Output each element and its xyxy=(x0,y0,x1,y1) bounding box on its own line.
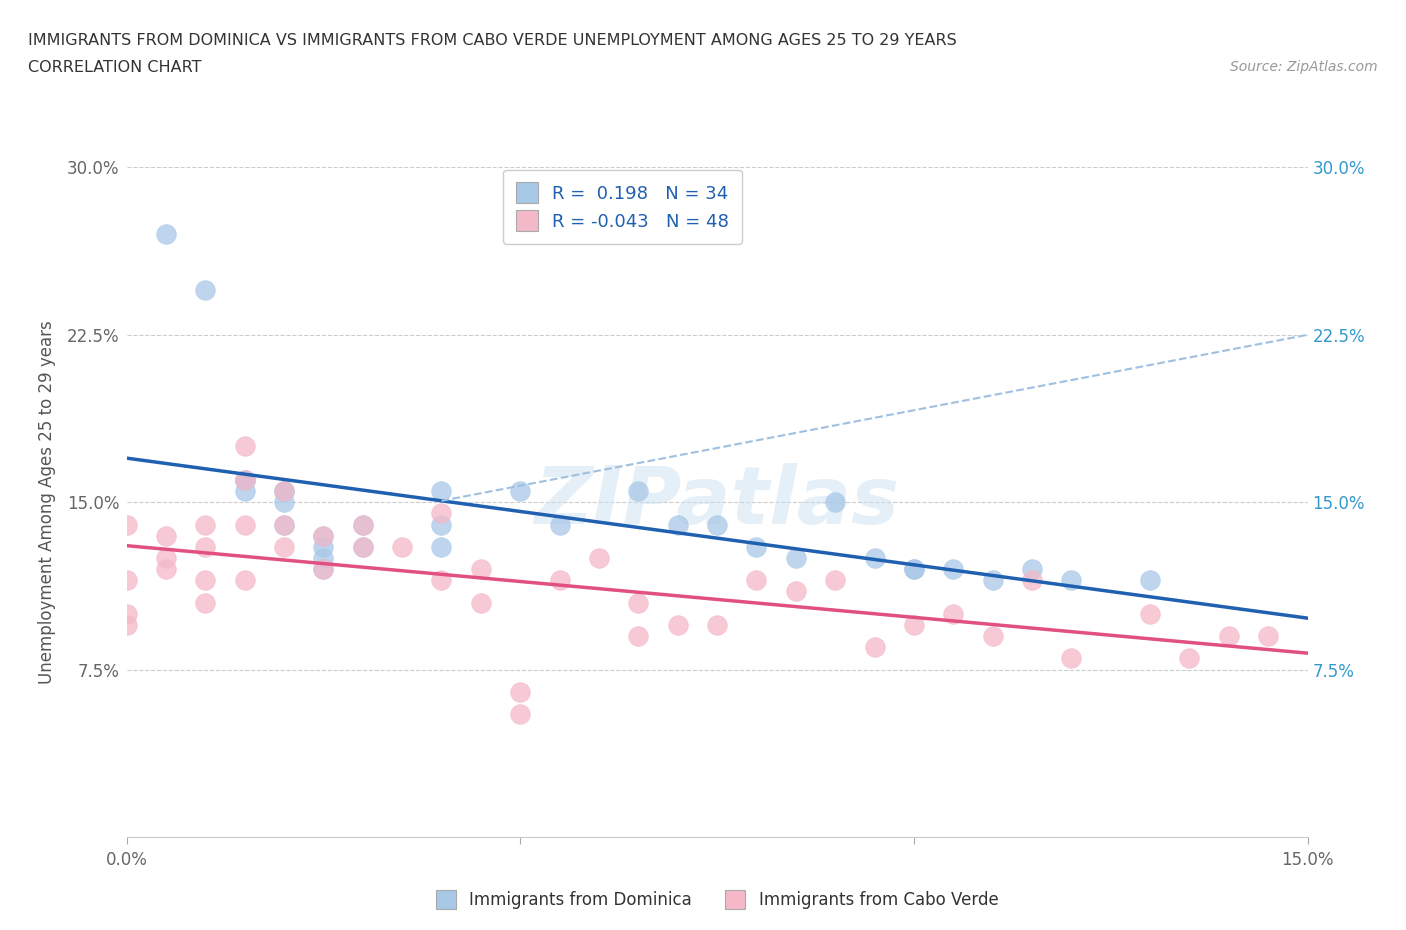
Point xyxy=(1021,562,1043,577)
Point xyxy=(115,606,138,621)
Point xyxy=(233,484,256,498)
Text: IMMIGRANTS FROM DOMINICA VS IMMIGRANTS FROM CABO VERDE UNEMPLOYMENT AMONG AGES 2: IMMIGRANTS FROM DOMINICA VS IMMIGRANTS F… xyxy=(28,33,957,47)
Point xyxy=(352,517,374,532)
Point xyxy=(273,484,295,498)
Point xyxy=(233,439,256,454)
Point xyxy=(155,551,177,565)
Y-axis label: Unemployment Among Ages 25 to 29 years: Unemployment Among Ages 25 to 29 years xyxy=(38,320,56,684)
Point xyxy=(273,517,295,532)
Text: CORRELATION CHART: CORRELATION CHART xyxy=(28,60,201,75)
Point xyxy=(312,562,335,577)
Point xyxy=(194,595,217,610)
Point xyxy=(233,517,256,532)
Point xyxy=(1178,651,1201,666)
Point xyxy=(352,539,374,554)
Point xyxy=(273,539,295,554)
Point xyxy=(470,562,492,577)
Point xyxy=(430,573,453,588)
Point xyxy=(155,227,177,242)
Point xyxy=(273,495,295,510)
Point xyxy=(391,539,413,554)
Legend: Immigrants from Dominica, Immigrants from Cabo Verde: Immigrants from Dominica, Immigrants fro… xyxy=(429,884,1005,916)
Point xyxy=(903,562,925,577)
Point xyxy=(312,551,335,565)
Point xyxy=(666,517,689,532)
Point xyxy=(785,584,807,599)
Point xyxy=(430,517,453,532)
Point xyxy=(1021,573,1043,588)
Point xyxy=(115,573,138,588)
Point xyxy=(509,707,531,722)
Point xyxy=(903,562,925,577)
Point xyxy=(863,640,886,655)
Point xyxy=(942,562,965,577)
Point xyxy=(588,551,610,565)
Point xyxy=(273,484,295,498)
Point xyxy=(706,517,728,532)
Point xyxy=(352,517,374,532)
Point xyxy=(194,517,217,532)
Point xyxy=(115,517,138,532)
Point xyxy=(233,573,256,588)
Point xyxy=(430,484,453,498)
Point xyxy=(194,573,217,588)
Point xyxy=(312,562,335,577)
Point xyxy=(273,484,295,498)
Point xyxy=(666,618,689,632)
Point xyxy=(942,606,965,621)
Point xyxy=(981,573,1004,588)
Point xyxy=(824,573,846,588)
Point xyxy=(509,484,531,498)
Point xyxy=(706,618,728,632)
Point xyxy=(981,629,1004,644)
Text: ZIPatlas: ZIPatlas xyxy=(534,463,900,541)
Point xyxy=(273,517,295,532)
Point xyxy=(548,573,571,588)
Point xyxy=(745,539,768,554)
Point xyxy=(863,551,886,565)
Point xyxy=(312,539,335,554)
Point xyxy=(155,562,177,577)
Point xyxy=(233,472,256,487)
Point xyxy=(430,506,453,521)
Point xyxy=(115,618,138,632)
Point xyxy=(627,595,650,610)
Point xyxy=(903,618,925,632)
Point xyxy=(1257,629,1279,644)
Point xyxy=(194,283,217,298)
Point xyxy=(1218,629,1240,644)
Point xyxy=(312,528,335,543)
Point xyxy=(1139,606,1161,621)
Point xyxy=(627,484,650,498)
Text: Source: ZipAtlas.com: Source: ZipAtlas.com xyxy=(1230,60,1378,74)
Point xyxy=(785,551,807,565)
Point xyxy=(233,472,256,487)
Point xyxy=(233,472,256,487)
Point xyxy=(824,495,846,510)
Point xyxy=(548,517,571,532)
Point xyxy=(627,629,650,644)
Point xyxy=(155,528,177,543)
Point xyxy=(312,528,335,543)
Point xyxy=(352,539,374,554)
Point xyxy=(745,573,768,588)
Point xyxy=(1060,573,1083,588)
Point xyxy=(509,684,531,699)
Point xyxy=(430,539,453,554)
Point xyxy=(1060,651,1083,666)
Point xyxy=(470,595,492,610)
Point xyxy=(1139,573,1161,588)
Point xyxy=(194,539,217,554)
